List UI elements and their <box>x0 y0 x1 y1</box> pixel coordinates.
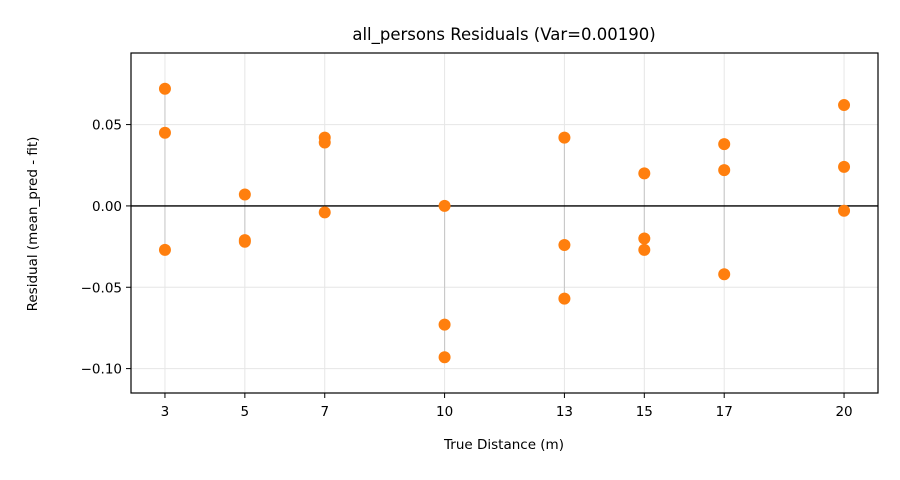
residual-point <box>558 292 571 305</box>
y-axis-label: Residual (mean_pred - fit) <box>25 137 41 312</box>
residual-point <box>158 243 171 256</box>
x-axis-label: True Distance (m) <box>443 437 564 453</box>
residual-point <box>638 167 651 180</box>
x-tick-label: 3 <box>161 404 170 420</box>
x-tick-label: 20 <box>835 404 852 420</box>
residual-point <box>558 131 571 144</box>
residual-point <box>838 204 851 217</box>
y-tick-label: −0.05 <box>81 280 122 296</box>
residual-point <box>838 99 851 112</box>
residual-point <box>438 351 451 364</box>
residual-point <box>438 318 451 331</box>
residual-point <box>638 232 651 245</box>
y-axis-ticks: 0.05 0.00 −0.05 −0.10 <box>81 118 131 378</box>
residual-point <box>638 243 651 256</box>
residual-point <box>238 235 251 248</box>
residual-point <box>238 188 251 201</box>
residual-point <box>838 160 851 173</box>
residual-point <box>438 199 451 212</box>
residual-point <box>158 82 171 95</box>
x-tick-label: 7 <box>320 404 329 420</box>
residual-point <box>718 164 731 177</box>
residual-point <box>318 206 331 219</box>
residual-point <box>558 238 571 251</box>
residual-point <box>718 268 731 281</box>
stems <box>164 88 845 358</box>
x-tick-label: 5 <box>241 404 250 420</box>
chart-title: all_persons Residuals (Var=0.00190) <box>352 25 655 45</box>
grid <box>131 53 878 393</box>
x-tick-label: 17 <box>716 404 733 420</box>
x-tick-label: 15 <box>636 404 653 420</box>
x-tick-label: 10 <box>436 404 453 420</box>
residual-point <box>318 136 331 149</box>
plot-frame <box>130 52 879 394</box>
data-points <box>158 82 851 364</box>
x-axis-ticks: 3 5 7 10 13 15 17 20 <box>161 393 853 420</box>
y-tick-label: 0.05 <box>92 118 122 134</box>
x-tick-label: 13 <box>556 404 573 420</box>
y-tick-label: −0.10 <box>81 362 122 378</box>
residual-point <box>718 138 731 151</box>
residual-point <box>158 126 171 139</box>
y-tick-label: 0.00 <box>92 199 122 215</box>
